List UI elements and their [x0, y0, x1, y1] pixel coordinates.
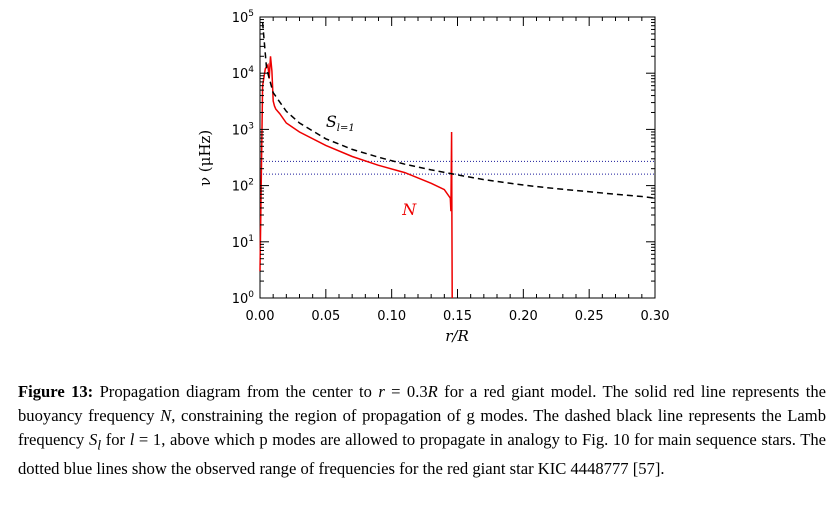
- y-tick-label: 102: [232, 178, 254, 195]
- y-tick-label: 101: [232, 234, 254, 251]
- x-tick-label: 0.25: [575, 309, 604, 324]
- ticks-layer: [259, 16, 656, 299]
- x-axis-label: r/R: [445, 327, 469, 345]
- x-tick-label: 0.00: [246, 309, 275, 324]
- x-tick-label: 0.20: [509, 309, 538, 324]
- y-tick-label: 105: [232, 9, 254, 26]
- tick-labels: 0.00 0.05 0.10 0.15 0.20 0.25 0.30 100 101 102 103…: [232, 9, 670, 324]
- lamb-frequency-curve: [261, 22, 656, 199]
- buoyancy-frequency-curve: [259, 56, 453, 299]
- y-tick-label: 104: [232, 65, 255, 82]
- plot-border: [259, 16, 656, 299]
- plot-frame: [259, 16, 656, 299]
- x-tick-label: 0.05: [311, 309, 340, 324]
- figure-caption: Figure 13: Propagation diagram from the …: [18, 382, 827, 479]
- y-axis-label: ν (μHz): [196, 130, 214, 186]
- x-tick-label: 0.10: [377, 309, 406, 324]
- observed-frequency-lines: [260, 160, 655, 175]
- annotation-n: N: [401, 200, 417, 219]
- x-tick-label: 0.15: [443, 309, 472, 324]
- propagation-diagram: 0.00 0.05 0.10 0.15 0.20 0.25 0.30 100 101 102 103…: [196, 9, 670, 345]
- annotation-s-l1: Sl=1: [326, 112, 355, 134]
- y-tick-label: 100: [232, 290, 255, 307]
- caption-figure-label: Figure 13:: [18, 382, 94, 401]
- y-tick-label: 103: [232, 121, 254, 138]
- x-tick-label: 0.30: [641, 309, 670, 324]
- series-layer: [259, 22, 656, 299]
